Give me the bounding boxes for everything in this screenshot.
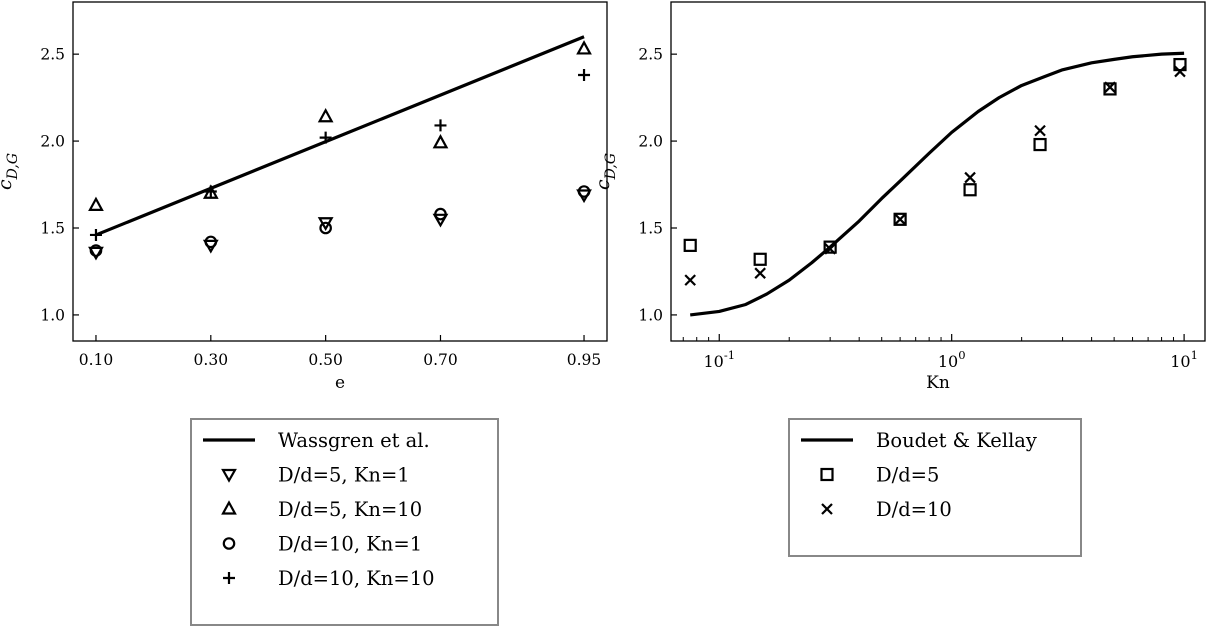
data-point-d-d-10-kn-1	[89, 244, 103, 257]
data-point-d-d-10	[894, 213, 906, 226]
x-tick-label: 0.70	[423, 351, 458, 369]
data-point-d-d-5-kn-10	[317, 107, 334, 123]
data-point-d-d-10	[1174, 65, 1186, 78]
data-point-d-d-5	[1033, 137, 1047, 152]
data-point-d-d-10	[964, 171, 976, 184]
legend-frame	[788, 418, 1082, 557]
legend-label-d-d-10: D/d=10	[876, 498, 952, 521]
data-point-d-d-5-kn-1	[88, 246, 104, 261]
data-point-d-d-10-kn-1	[434, 207, 447, 221]
x-tick-label-base: 10	[938, 352, 958, 371]
series-wassgren-et-al	[95, 35, 585, 237]
data-point-d-d-10-kn-1	[204, 235, 218, 249]
legend-label-d-d-10-kn-10: D/d=10, Kn=10	[278, 567, 435, 590]
series-d-d-10-kn-1	[89, 185, 591, 257]
y-tick-label: 1.0	[638, 306, 663, 324]
data-point-d-d-10	[754, 267, 766, 279]
legend-label-d-d-5-kn-1: D/d=5, Kn=1	[278, 464, 410, 487]
y-axis-label-sub: D,G	[5, 153, 21, 180]
data-point-d-d-10	[824, 243, 836, 255]
x-tick-label-exp: -1	[724, 348, 735, 362]
legend-label-boudet-kellay: Boudet & Kellay	[876, 429, 1037, 452]
data-point-d-d-10-kn-10	[89, 228, 102, 241]
x-tick-label-base: 10	[703, 352, 723, 371]
legend-handle-d-d-10	[821, 503, 833, 515]
plot-frame	[72, 1, 608, 342]
data-point-d-d-5-kn-1	[432, 213, 449, 228]
x-tick-label: 0.30	[194, 351, 229, 369]
x-tick-label: 100	[938, 348, 966, 371]
y-axis-label-base: c	[592, 179, 614, 190]
x-tick-label-base: 10	[1170, 352, 1190, 371]
left-chart: 1.0 1.5 2.0 2.5 0.10 0.30 0.50 0.70 0.95 e cD,G Was…	[0, 1, 608, 626]
data-point-d-d-10-kn-10	[204, 185, 217, 198]
data-point-d-d-10	[1034, 124, 1046, 137]
series-d-d-5-kn-1	[88, 189, 592, 261]
series-d-d-5	[683, 57, 1187, 266]
y-tick-label: 2.5	[638, 46, 663, 64]
x-axis-label: Kn	[926, 373, 950, 393]
x-tick-label-exp: 0	[958, 348, 965, 362]
y-tick-label: 2.5	[40, 46, 65, 64]
y-tick-label: 2.0	[638, 133, 663, 151]
x-tick-label: 0.95	[567, 351, 602, 369]
data-point-d-d-5	[963, 183, 977, 197]
legend-handle-d-d-5	[820, 467, 834, 482]
data-point-d-d-10-kn-10	[434, 119, 447, 132]
data-point-d-d-5-kn-10	[576, 40, 592, 55]
x-tick-label-exp: 1	[1191, 348, 1198, 362]
legend-handle-d-d-10-kn-10	[223, 572, 235, 584]
series-d-d-10	[684, 65, 1186, 286]
data-point-d-d-5	[683, 238, 697, 252]
data-point-d-d-5	[893, 212, 907, 226]
series-d-d-10-kn-10	[89, 69, 591, 241]
data-point-d-d-5	[823, 240, 837, 254]
series-line-boudet-kellay	[690, 51, 1185, 317]
legend: Boudet & Kellay D/d=5 D/d=10	[788, 418, 1082, 557]
data-point-d-d-10	[684, 274, 696, 286]
x-tick-label: 10-1	[703, 348, 735, 371]
data-point-d-d-10-kn-10	[578, 69, 591, 82]
data-point-d-d-5-kn-10	[432, 134, 449, 149]
legend-label-d-d-10-kn-1: D/d=10, Kn=1	[278, 533, 422, 556]
legend-frame	[190, 418, 499, 626]
x-tick-label: 0.10	[79, 351, 114, 369]
legend-label-d-d-5-kn-10: D/d=5, Kn=10	[278, 498, 422, 521]
y-tick-label: 1.5	[40, 220, 65, 238]
legend: Wassgren et al. D/d=5, Kn=1 D/d=5, Kn=10 D/…	[190, 418, 499, 626]
x-axis-label: e	[335, 373, 345, 393]
series-boudet-kellay	[690, 51, 1185, 317]
data-point-d-d-10-kn-1	[577, 185, 591, 198]
legend-handle-d-d-5-kn-10	[221, 500, 237, 515]
y-tick-label: 2.0	[40, 133, 65, 151]
y-tick-label: 1.5	[638, 220, 663, 238]
legend-label-d-d-5: D/d=5	[876, 464, 939, 487]
series-line-wassgren-et-al	[95, 35, 585, 237]
y-axis-label: cD,G	[592, 153, 619, 190]
y-axis-label-base: c	[0, 179, 16, 190]
y-axis-label-sub: D,G	[603, 153, 619, 180]
y-tick-label: 1.0	[40, 306, 65, 324]
x-tick-label: 0.50	[308, 351, 343, 369]
data-point-d-d-10-kn-10	[319, 131, 332, 144]
legend-handle-d-d-5-kn-1	[221, 468, 237, 483]
data-point-d-d-5	[753, 252, 767, 266]
legend-handle-d-d-10-kn-1	[222, 537, 236, 550]
data-point-d-d-5-kn-10	[88, 196, 104, 211]
data-point-d-d-5	[1103, 82, 1117, 96]
plot-frame	[670, 1, 1206, 342]
legend-label-wassgren-et-al: Wassgren et al.	[278, 429, 430, 452]
data-point-d-d-10-kn-1	[319, 221, 332, 235]
x-tick-label: 101	[1170, 348, 1198, 371]
series-d-d-5-kn-10	[88, 40, 592, 211]
data-point-d-d-10	[1104, 81, 1116, 93]
y-axis-label: cD,G	[0, 153, 21, 190]
